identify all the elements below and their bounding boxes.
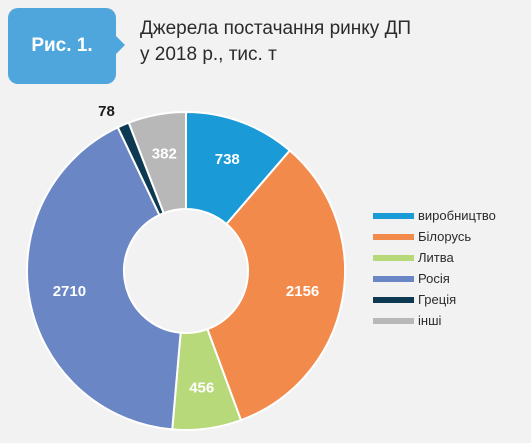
figure-label-tab [8, 8, 116, 84]
legend-item-0: виробництво [373, 205, 496, 226]
chart-title-line-1: Джерела постачання ринку ДП [140, 18, 412, 39]
chart-legend: виробництво Білорусь Литва Росія Греція інші [373, 205, 496, 331]
chart-title: Джерела постачання ринку ДП у 2018 р., т… [140, 16, 520, 68]
legend-swatch-3 [373, 275, 414, 282]
slice-label-5: 382 [152, 145, 177, 162]
chart-title-line-2: у 2018 р., тис. т [140, 44, 277, 65]
legend-swatch-2 [373, 254, 414, 261]
legend-label-4: Греція [418, 292, 457, 307]
slice-1 [206, 149, 346, 422]
legend-label-0: виробництво [418, 208, 496, 223]
legend-item-4: Греція [373, 289, 496, 310]
legend-item-5: інші [373, 310, 496, 331]
figure-label: Рис. 1. [31, 35, 93, 56]
figure-header: Рис. 1. Джерела постачання ринку ДП у 20… [0, 0, 531, 92]
legend-swatch-5 [373, 317, 414, 324]
figure-label-arrow [114, 34, 125, 56]
legend-label-2: Литва [418, 250, 454, 265]
slice-label-0: 738 [215, 151, 240, 168]
legend-swatch-4 [373, 296, 414, 303]
legend-swatch-0 [373, 212, 414, 219]
slice-label-2: 456 [189, 379, 214, 396]
legend-swatch-1 [373, 233, 414, 240]
slice-label-1: 2156 [286, 283, 319, 300]
legend-item-3: Росія [373, 268, 496, 289]
slice-5 [127, 110, 187, 215]
slice-label-3: 2710 [53, 283, 86, 300]
slice-label-4: 78 [98, 103, 115, 120]
legend-label-3: Росія [418, 271, 450, 286]
legend-item-1: Білорусь [373, 226, 496, 247]
legend-label-1: Білорусь [418, 229, 472, 244]
legend-label-5: інші [418, 313, 442, 328]
slice-3 [26, 126, 182, 431]
legend-item-2: Литва [373, 247, 496, 268]
